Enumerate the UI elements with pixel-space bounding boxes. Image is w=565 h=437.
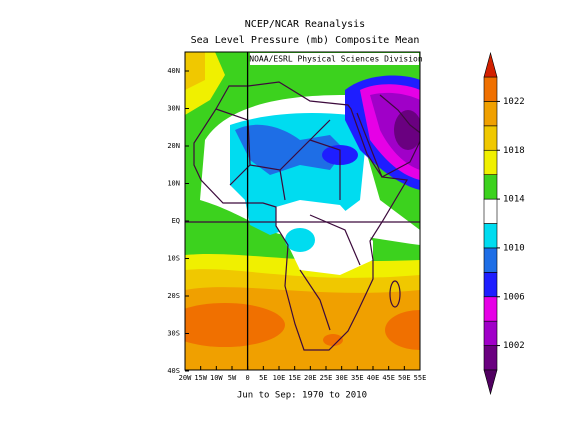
lat-label: 40S <box>167 367 180 375</box>
lat-label: 30N <box>167 105 180 113</box>
lon-label: 55E <box>414 374 427 382</box>
lon-label: 0 <box>246 374 250 382</box>
credit-box <box>250 53 419 65</box>
colorbar-segment <box>483 247 498 273</box>
colorbar-label: 1022 <box>503 97 525 107</box>
colorbar-segment <box>483 174 498 200</box>
lon-label: 20E <box>304 374 317 382</box>
lon-label: 40E <box>367 374 380 382</box>
colorbar-segment <box>483 101 498 127</box>
lon-label: 30E <box>335 374 348 382</box>
colorbar-segment <box>483 223 498 249</box>
colorbar-label: 1006 <box>503 292 525 302</box>
colorbar-label: 1002 <box>503 341 525 351</box>
lon-label: 50E <box>398 374 411 382</box>
colorbar-label: 1014 <box>503 195 525 205</box>
credit: NOAA/ESRL Physical Sciences Division <box>249 55 423 64</box>
colorbar-segment <box>483 345 498 371</box>
colorbar-segment <box>483 76 498 102</box>
lat-label: 30S <box>167 330 180 338</box>
lon-label: 25E <box>320 374 333 382</box>
colorbar-segment <box>483 125 498 151</box>
lon-label: 35E <box>351 374 364 382</box>
subtitle: Sea Level Pressure (mb) Composite Mean <box>191 35 420 46</box>
lon-label: 10E <box>273 374 286 382</box>
colorbar-under <box>483 369 498 396</box>
lat-label: 20N <box>167 142 180 150</box>
lon-label: 15E <box>288 374 301 382</box>
lat-label: 10S <box>167 255 180 263</box>
colorbar-label: 1018 <box>503 146 525 156</box>
lon-label: 15W <box>194 374 207 382</box>
colorbar-segment <box>483 296 498 322</box>
pressure-field <box>185 52 420 370</box>
colorbar-segment <box>483 198 498 224</box>
map-frame <box>184 51 421 371</box>
coastlines <box>193 81 420 351</box>
footer: Jun to Sep: 1970 to 2010 <box>237 391 367 401</box>
lon-label: 5W <box>228 374 237 382</box>
colorbar-over <box>483 51 498 78</box>
title: NCEP/NCAR Reanalysis <box>245 19 365 30</box>
lon-label: 45E <box>382 374 395 382</box>
lon-label: 20W <box>179 374 192 382</box>
lat-label: 20S <box>167 292 180 300</box>
colorbar-segment <box>483 320 498 346</box>
colorbar-label: 1010 <box>503 243 525 253</box>
lat-label: 10N <box>167 180 180 188</box>
colorbar-segment <box>483 272 498 298</box>
lat-label: EQ <box>172 217 180 225</box>
lon-label: 10W <box>210 374 223 382</box>
lat-label: 40N <box>167 67 180 75</box>
lon-label: 5E <box>259 374 267 382</box>
colorbar-segment <box>483 149 498 175</box>
